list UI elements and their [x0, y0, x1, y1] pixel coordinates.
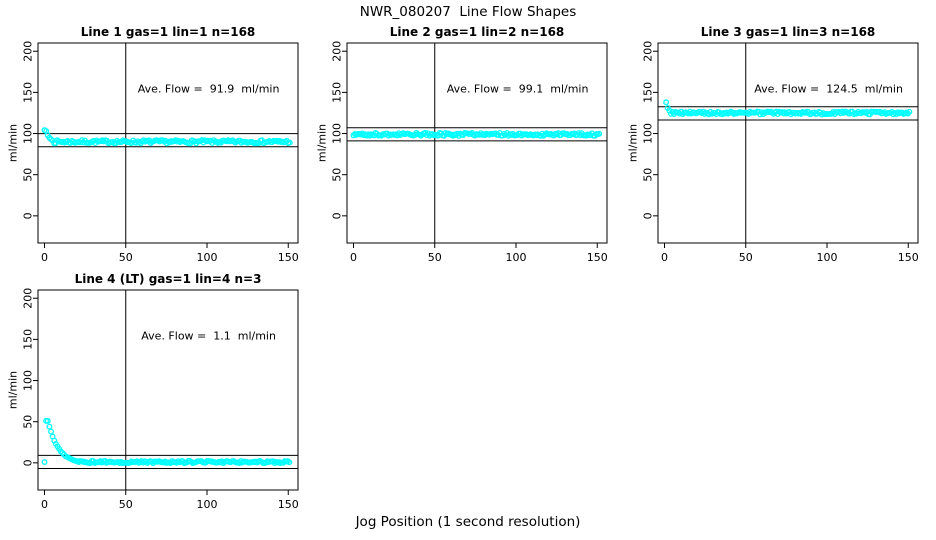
x-tick-label: 50 [739, 251, 753, 264]
y-tick-label: 100 [331, 123, 344, 144]
panel-title: Line 4 (LT) gas=1 lin=4 n=3 [75, 272, 262, 286]
ave-flow-annotation: Ave. Flow = 124.5 ml/min [754, 82, 903, 95]
x-tick-label: 150 [278, 498, 299, 511]
y-axis-label: ml/min [627, 124, 640, 162]
x-tick-label: 100 [197, 251, 218, 264]
flow-data-points [350, 129, 603, 139]
y-tick-label: 150 [22, 329, 35, 350]
y-tick-label: 100 [22, 123, 35, 144]
ave-flow-annotation: Ave. Flow = 99.1 ml/min [447, 82, 589, 95]
panel-line-3: 0 50 100 150 0 50 100 150 200 ml/min Line 3 gas=1 … [627, 25, 919, 264]
x-axis-label: Jog Position (1 second resolution) [355, 514, 581, 530]
x-tick-label: 50 [119, 498, 133, 511]
plot-box [657, 42, 919, 244]
y-tick-label: 200 [22, 41, 35, 62]
y-tick-label: 50 [22, 415, 35, 429]
x-tick-label: 100 [506, 251, 527, 264]
y-tick-label: 50 [22, 168, 35, 182]
data-point [596, 130, 603, 137]
data-point [48, 428, 54, 435]
data-point [906, 108, 913, 115]
panel-line-4: 0 50 100 150 0 50 100 150 200 ml/min Line 4 (LT) g… [7, 272, 299, 511]
y-tick-label: 0 [22, 212, 35, 219]
panel-line-1: 0 50 100 150 0 50 100 150 200 ml/min Line 1 gas=1 … [7, 25, 299, 264]
y-tick-label: 100 [642, 123, 655, 144]
plot-box [37, 289, 299, 491]
x-tick-label: 150 [587, 251, 608, 264]
data-point [286, 139, 293, 146]
x-tick-label: 0 [350, 251, 357, 264]
flow-data-points [41, 127, 293, 147]
y-tick-label: 200 [331, 41, 344, 62]
y-axis-label: ml/min [316, 124, 329, 162]
x-tick-label: 0 [661, 251, 668, 264]
y-tick-label: 0 [642, 212, 655, 219]
x-tick-label: 150 [898, 251, 919, 264]
panel-title: Line 3 gas=1 lin=3 n=168 [701, 25, 876, 39]
flow-data-points [41, 417, 293, 467]
y-axis-label: ml/min [7, 371, 20, 409]
data-point [44, 417, 51, 424]
y-tick-label: 200 [22, 288, 35, 309]
x-tick-label: 50 [119, 251, 133, 264]
x-tick-label: 100 [197, 498, 218, 511]
x-tick-label: 150 [278, 251, 299, 264]
data-point [46, 423, 53, 430]
y-tick-label: 50 [642, 168, 655, 182]
y-tick-label: 50 [331, 168, 344, 182]
x-tick-label: 50 [428, 251, 442, 264]
y-tick-label: 0 [22, 459, 35, 466]
y-tick-label: 200 [642, 41, 655, 62]
ave-flow-annotation: Ave. Flow = 91.9 ml/min [138, 82, 280, 95]
data-point [286, 459, 293, 466]
y-tick-label: 0 [331, 212, 344, 219]
x-tick-label: 100 [817, 251, 838, 264]
data-point [159, 137, 166, 144]
plot-box [346, 42, 608, 244]
y-tick-label: 150 [642, 82, 655, 103]
y-axis-label: ml/min [7, 124, 20, 162]
plot-box [37, 42, 299, 244]
ave-flow-annotation: Ave. Flow = 1.1 ml/min [141, 329, 276, 342]
data-point [41, 459, 48, 465]
x-tick-label: 0 [41, 498, 48, 511]
y-tick-label: 100 [22, 370, 35, 391]
flow-data-points [663, 99, 913, 118]
figure-title: NWR_080207 Line Flow Shapes [359, 4, 577, 20]
panel-title: Line 2 gas=1 lin=2 n=168 [390, 25, 565, 39]
panel-title: Line 1 gas=1 lin=1 n=168 [81, 25, 256, 39]
panel-line-2: 0 50 100 150 0 50 100 150 200 ml/min Line 2 gas=1 … [316, 25, 608, 264]
data-point [663, 99, 670, 106]
x-tick-label: 0 [41, 251, 48, 264]
y-tick-label: 150 [22, 82, 35, 103]
y-tick-label: 150 [331, 82, 344, 103]
